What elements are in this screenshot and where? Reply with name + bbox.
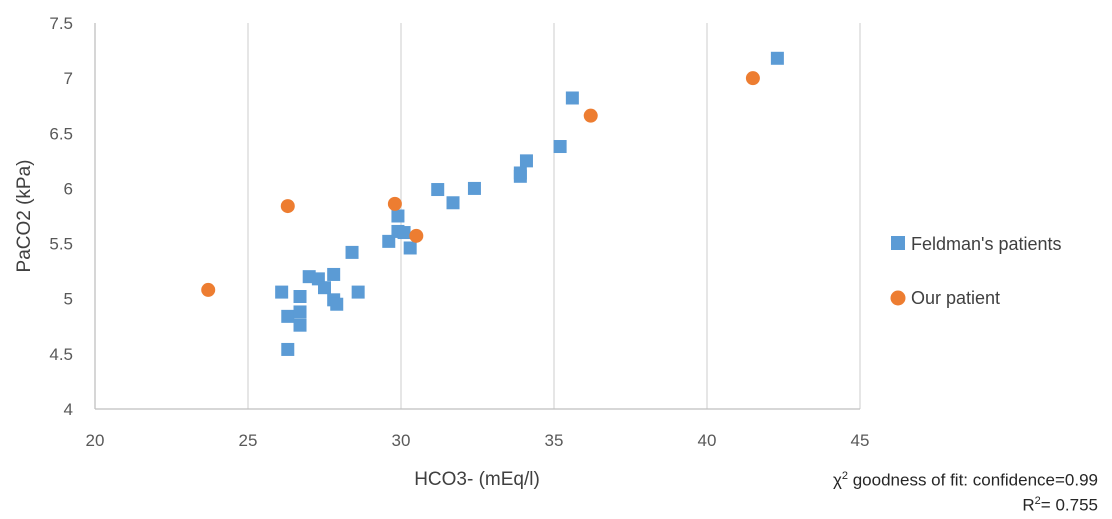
goodness-of-fit-note: χ2 goodness of fit: confidence=0.99 bbox=[833, 470, 1098, 491]
legend-label-feldman: Feldman's patients bbox=[911, 234, 1062, 254]
data-point-square bbox=[553, 140, 567, 154]
data-point-square bbox=[281, 309, 295, 323]
r-exponent: 2 bbox=[1034, 495, 1041, 507]
data-point-square bbox=[382, 234, 396, 248]
r-squared-text: = 0.755 bbox=[1040, 495, 1098, 515]
y-tick-label: 4.5 bbox=[49, 345, 73, 364]
x-tick-label: 45 bbox=[851, 431, 870, 450]
data-point-square bbox=[513, 169, 527, 183]
axes bbox=[94, 23, 860, 410]
data-point-square bbox=[431, 183, 445, 197]
data-point-square bbox=[351, 285, 365, 299]
y-axis-title: PaCO2 (kPa) bbox=[14, 160, 35, 273]
r-squared-note: R2= 0.755 bbox=[1022, 495, 1098, 516]
y-tick-label: 7.5 bbox=[49, 14, 73, 33]
data-point-circle bbox=[280, 199, 295, 214]
data-point-circle bbox=[583, 108, 598, 123]
r-symbol: R bbox=[1022, 495, 1035, 515]
data-point-square bbox=[275, 285, 289, 299]
y-tick-label: 6.5 bbox=[49, 124, 73, 143]
legend-marker-our-patient bbox=[890, 290, 906, 306]
data-point-square bbox=[391, 209, 405, 223]
x-tick-label: 25 bbox=[239, 431, 258, 450]
data-point-square bbox=[345, 245, 359, 259]
data-point-square bbox=[293, 305, 307, 319]
legend: Feldman's patients Our patient bbox=[890, 234, 1062, 308]
data-point-circle bbox=[201, 282, 216, 297]
data-series bbox=[201, 51, 784, 356]
tick-labels: 20 25 30 35 40 45 4 4.5 5 5.5 6 6.5 7 7.5 bbox=[49, 14, 869, 450]
x-tick-label: 40 bbox=[698, 431, 717, 450]
data-point-circle bbox=[409, 228, 424, 243]
data-point-square bbox=[770, 51, 784, 65]
data-point-square bbox=[330, 297, 344, 311]
data-point-square bbox=[293, 290, 307, 304]
series-our-patient bbox=[201, 71, 760, 297]
x-tick-label: 35 bbox=[545, 431, 564, 450]
series-feldman-patients bbox=[275, 51, 784, 356]
y-tick-label: 7 bbox=[64, 69, 73, 88]
chi-exponent: 2 bbox=[841, 470, 848, 482]
data-point-square bbox=[565, 91, 579, 105]
gridlines bbox=[247, 23, 861, 409]
y-tick-label: 5.5 bbox=[49, 235, 73, 254]
data-point-square bbox=[397, 226, 411, 240]
data-point-square bbox=[293, 318, 307, 332]
data-point-square bbox=[519, 154, 533, 168]
legend-marker-feldman bbox=[891, 236, 905, 250]
data-point-square bbox=[318, 281, 331, 295]
chi-symbol: χ bbox=[832, 470, 842, 490]
y-tick-label: 6 bbox=[64, 179, 73, 198]
data-point-circle bbox=[387, 196, 402, 211]
goodness-of-fit-text: goodness of fit: confidence=0.99 bbox=[848, 470, 1098, 490]
data-point-square bbox=[327, 267, 341, 281]
data-point-square bbox=[446, 196, 460, 210]
data-point-square bbox=[403, 241, 417, 255]
data-point-square bbox=[467, 181, 481, 195]
data-point-circle bbox=[745, 71, 760, 86]
data-point-square bbox=[281, 342, 295, 356]
x-tick-label: 20 bbox=[86, 431, 105, 450]
x-tick-label: 30 bbox=[392, 431, 411, 450]
y-tick-label: 5 bbox=[64, 290, 73, 309]
x-axis-title: HCO3- (mEq/l) bbox=[414, 469, 540, 490]
legend-label-our-patient: Our patient bbox=[911, 288, 1000, 308]
y-tick-label: 4 bbox=[64, 400, 73, 419]
